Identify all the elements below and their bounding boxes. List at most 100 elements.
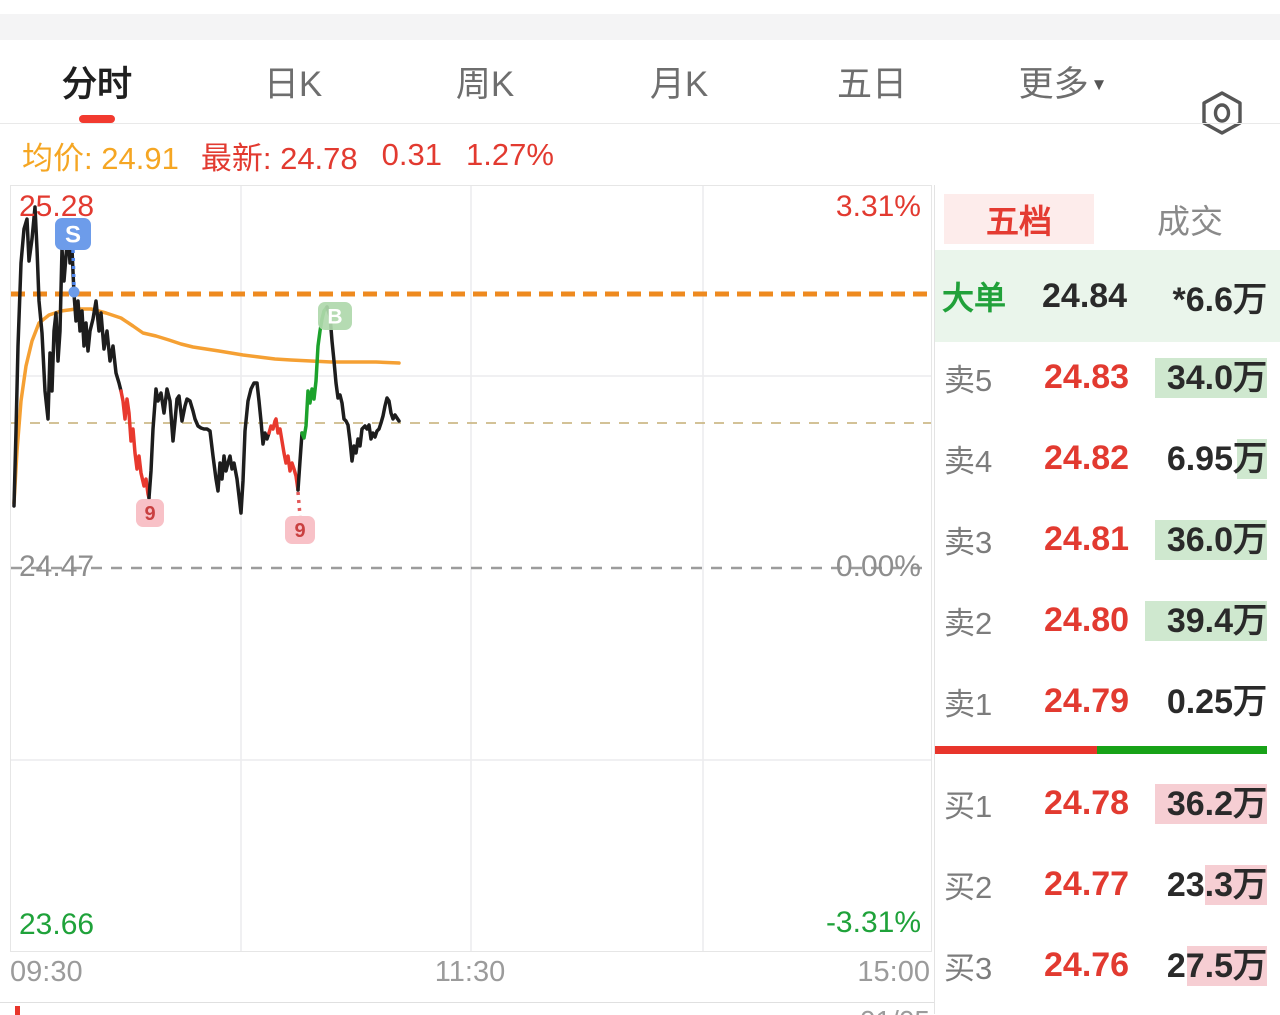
- nine-signal-marker-2-label: 9: [294, 520, 305, 542]
- buy-2-label: 买2: [944, 870, 993, 905]
- hexagon-gear-icon: [1202, 91, 1242, 135]
- sell-signal-marker-label: S: [65, 222, 81, 249]
- tab-five-day[interactable]: 五日: [837, 56, 907, 107]
- big-order-row[interactable]: 大单 24.84 *6.6万: [935, 250, 1280, 342]
- sell-3-volume: 36.0万: [1148, 517, 1267, 563]
- order-book-panel: 五档 成交 大单 24.84 *6.6万 卖5 24.83 34.0万 卖4 2…: [934, 185, 1280, 1014]
- sell-5-label: 卖5: [944, 363, 993, 398]
- depth-highlight: [1205, 864, 1267, 905]
- buy-1-price: 24.78: [1044, 784, 1130, 822]
- sell-row-2[interactable]: 卖2 24.80 39.4万: [935, 580, 1280, 661]
- tab-daily-k[interactable]: 日K: [264, 56, 322, 107]
- buy-sell-ratio-bar: [935, 746, 1280, 754]
- sell-row-3[interactable]: 卖3 24.81 36.0万: [935, 499, 1280, 580]
- sell-5-volume: 34.0万: [1148, 355, 1267, 401]
- active-tab-underline: [78, 114, 115, 123]
- tab-more[interactable]: 更多 ▼: [1019, 56, 1108, 107]
- period-tabbar: 分时 日K 周K 月K 五日 更多 ▼: [0, 40, 1280, 135]
- chart-prev-close-label: 24.47: [19, 550, 95, 583]
- time-tick-1130: 11:30: [434, 956, 506, 988]
- nine-signal-marker-1-box: [136, 499, 164, 527]
- depth-highlight: [1237, 438, 1267, 479]
- tab-weekly-k[interactable]: 周K: [456, 56, 514, 107]
- buy-row-2[interactable]: 买2 24.77 23.3万: [935, 844, 1280, 925]
- buy-levels: 买1 24.78 36.2万 买2 24.77 23.3万 买3 24.76 2…: [935, 763, 1280, 1006]
- average-price-line: [12, 307, 401, 505]
- depth-highlight: [1145, 600, 1267, 641]
- sell-signal-marker-box: [55, 218, 91, 250]
- tab-daily-k-label: 日K: [263, 64, 323, 104]
- big-order-price: 24.84: [1042, 276, 1128, 315]
- tab-weekly-k-label: 周K: [455, 64, 515, 104]
- intraday-chart[interactable]: S 9 9 B 25.28 3.31% 24.47 0.00% 23.66 -3.31…: [10, 185, 932, 952]
- price-black-4: [325, 305, 401, 463]
- nine-signal-marker-1-label: 9: [144, 503, 155, 525]
- buy-ratio-segment: [1097, 746, 1267, 754]
- time-tick-0930: 09:30: [10, 956, 83, 988]
- sell-3-price: 24.81: [1044, 520, 1130, 558]
- tab-minute-label: 分时: [61, 64, 133, 104]
- sell-ratio-segment: [935, 746, 1097, 754]
- depth-highlight: [1155, 519, 1267, 560]
- tab-minute[interactable]: 分时: [61, 56, 133, 123]
- buy-row-1[interactable]: 买1 24.78 36.2万: [935, 763, 1280, 844]
- depth-highlight: [1187, 945, 1267, 986]
- chevron-down-icon: ▼: [1090, 74, 1108, 94]
- buy-3-label: 买3: [944, 951, 993, 986]
- sell-row-4[interactable]: 卖4 24.82 6.95万: [935, 418, 1280, 499]
- big-order-volume: *6.6万: [1172, 280, 1268, 319]
- sell-4-label: 卖4: [944, 444, 993, 479]
- buy-signal-marker-label: B: [327, 306, 342, 329]
- price-red-1: [119, 389, 151, 500]
- buy-3-volume: 27.5万: [1166, 945, 1267, 986]
- settings-button[interactable]: [1199, 90, 1245, 141]
- buy-row-3[interactable]: 买3 24.76 27.5万: [935, 925, 1280, 1006]
- time-axis: 09:30 11:30 15:00: [10, 956, 932, 1000]
- chart-low-price-label: 23.66: [19, 908, 95, 941]
- sell-1-price: 24.79: [1044, 682, 1130, 720]
- tab-more-label: 更多: [1018, 64, 1089, 104]
- sell-3-label: 卖3: [944, 525, 993, 560]
- price-change-pct: 1.27%: [466, 137, 554, 172]
- tab-five-day-label: 五日: [836, 64, 908, 104]
- sell-signal-marker-dot: [68, 286, 80, 298]
- chart-low-pct-label: -3.31%: [825, 906, 921, 939]
- volume-bar: [15, 1006, 20, 1015]
- sell-4-price: 24.82: [1044, 439, 1130, 477]
- depth-highlight: [1155, 357, 1267, 398]
- time-tick-1500: 15:00: [857, 956, 930, 988]
- buy-1-label: 买1: [944, 789, 993, 824]
- chart-high-pct-label: 3.31%: [835, 190, 921, 223]
- sell-levels: 卖5 24.83 34.0万 卖4 24.82 6.95万 卖3 24.81 3…: [935, 337, 1280, 742]
- sell-row-1[interactable]: 卖1 24.79 0.25万: [935, 661, 1280, 742]
- status-band: [0, 14, 1280, 40]
- sell-signal-marker-line: [71, 249, 76, 287]
- buy-3-price: 24.76: [1044, 946, 1130, 984]
- tab-monthly-k-label: 月K: [649, 64, 709, 104]
- tab-monthly-k[interactable]: 月K: [650, 56, 708, 107]
- chart-high-price-label: 25.28: [19, 190, 95, 223]
- price-black-2: [147, 381, 271, 515]
- quote-bar: 均价: 24.91 最新: 24.78 0.31 1.27%: [22, 132, 554, 178]
- order-book-tabs: 五档 成交: [935, 194, 1280, 246]
- tab-five-levels[interactable]: 五档: [944, 194, 1094, 244]
- price-black-3: [296, 431, 304, 492]
- sell-2-price: 24.80: [1044, 601, 1130, 639]
- buy-2-price: 24.77: [1044, 865, 1130, 903]
- sell-2-volume: 39.4万: [1145, 598, 1267, 644]
- buy-signal-marker-box: [318, 302, 352, 330]
- tab-transactions[interactable]: 成交: [1157, 203, 1223, 240]
- nine-signal-marker-2-line: [296, 491, 302, 517]
- buy-1-volume: 36.2万: [1148, 781, 1267, 827]
- partial-date-label: 01/05: [860, 1005, 930, 1015]
- big-order-label: 大单: [942, 280, 1007, 316]
- sell-row-5[interactable]: 卖5 24.83 34.0万: [935, 337, 1280, 418]
- sell-4-volume: 6.95万: [1166, 438, 1267, 479]
- sell-1-volume: 0.25万: [1166, 682, 1267, 721]
- sell-1-label: 卖1: [944, 687, 993, 722]
- nine-signal-marker-2-box: [285, 516, 315, 544]
- price-change: 0.31: [381, 137, 442, 172]
- sell-2-label: 卖2: [944, 606, 993, 641]
- depth-highlight: [1155, 783, 1267, 824]
- tabbar-divider: [0, 123, 1280, 124]
